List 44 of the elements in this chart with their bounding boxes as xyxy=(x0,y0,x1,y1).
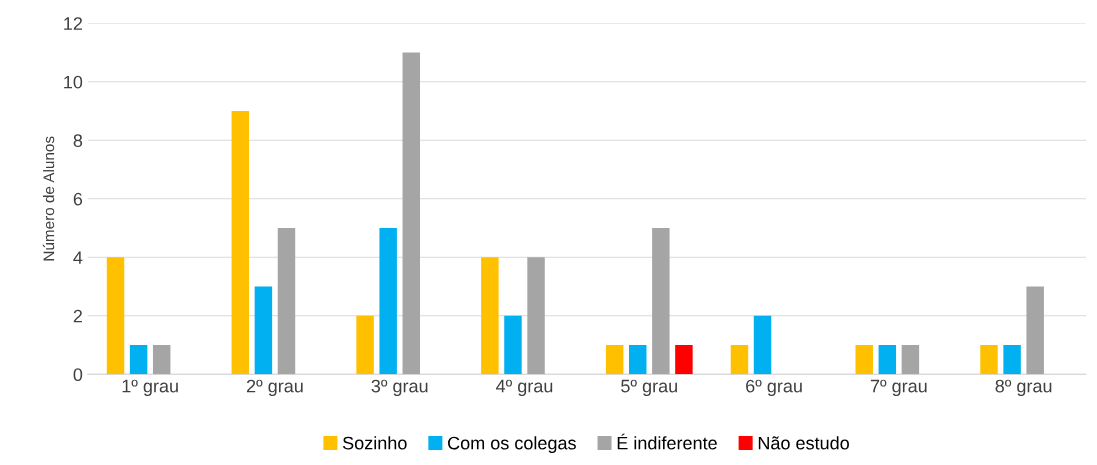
bar xyxy=(980,345,998,375)
y-tick-label: 10 xyxy=(64,75,83,89)
x-tick-label: 3º grau xyxy=(371,379,428,397)
bar xyxy=(152,345,171,375)
legend-label: Sozinho xyxy=(342,436,407,450)
x-tick-label: 2º grau xyxy=(246,379,303,397)
bar xyxy=(504,315,522,375)
y-tick-label: 12 xyxy=(64,17,82,30)
y-tick-label: 0 xyxy=(73,368,83,382)
bar xyxy=(402,52,420,375)
legend-label: É indiferente xyxy=(617,433,717,450)
bar xyxy=(652,228,670,375)
bar xyxy=(1026,286,1044,375)
legend-label: Com os colegas xyxy=(448,436,576,454)
x-tick-label: 8º grau xyxy=(995,379,1052,397)
bar xyxy=(254,286,273,375)
bar xyxy=(753,315,772,375)
bar xyxy=(231,111,250,375)
y-tick-label: 2 xyxy=(73,309,82,323)
y-tick-label: 6 xyxy=(73,192,83,206)
bar xyxy=(730,345,749,375)
x-tick-label: 6º grau xyxy=(746,379,802,397)
bar xyxy=(1003,345,1021,375)
bar xyxy=(675,345,693,375)
x-tick-label: 1º grau xyxy=(122,379,178,397)
legend-label: Não estudo xyxy=(758,436,849,450)
y-tick-label: 4 xyxy=(73,251,83,264)
bar xyxy=(855,345,873,375)
bar xyxy=(379,228,397,375)
y-tick-label: 8 xyxy=(73,134,83,147)
bar xyxy=(106,257,125,375)
x-tick-label: 4º grau xyxy=(496,379,553,397)
x-tick-label: 5º grau xyxy=(621,379,677,397)
bar xyxy=(901,345,920,375)
bar xyxy=(277,228,296,375)
y-axis-title: Número de Alunos xyxy=(42,136,55,261)
bar xyxy=(605,345,624,375)
x-tick-label: 7º grau xyxy=(870,379,927,397)
bar xyxy=(527,257,545,375)
bar xyxy=(356,315,374,375)
bar xyxy=(629,345,647,375)
bar xyxy=(481,257,499,375)
bar xyxy=(129,345,148,375)
bar xyxy=(878,345,897,375)
